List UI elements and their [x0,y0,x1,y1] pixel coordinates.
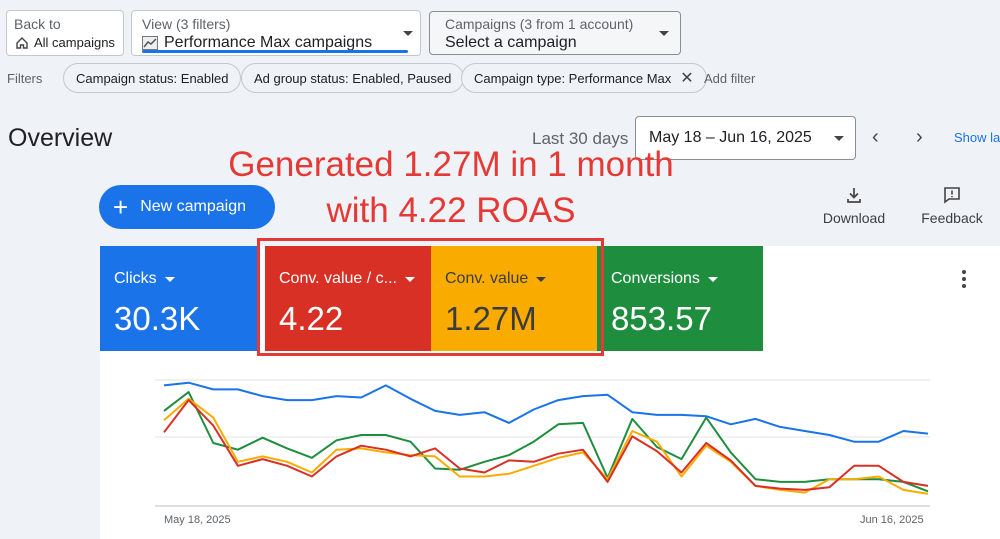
filters-label: Filters [7,71,43,86]
filter-chip-campaign-status[interactable]: Campaign status: Enabled [63,63,242,93]
campaign-selector[interactable]: Campaigns (3 from 1 account) Select a ca… [429,11,681,55]
performance-line-chart [155,379,930,507]
chevron-down-icon [834,136,844,141]
metric-label: Conv. value [445,270,529,287]
plus-icon: + [113,192,129,222]
download-button[interactable]: Download [822,186,886,226]
filter-chip-ad-group-status[interactable]: Ad group status: Enabled, Paused [241,63,465,93]
download-label: Download [822,210,886,226]
annotation-text: Generated 1.27M in 1 month with 4.22 ROA… [196,142,706,234]
back-to-all-campaigns-button[interactable]: Back to All campaigns [6,10,124,56]
chevron-down-icon [707,276,718,282]
filter-chip-campaign-type[interactable]: Campaign type: Performance Max ✕ [461,63,707,93]
annotation-highlight-box [257,238,604,356]
close-icon[interactable]: ✕ [680,70,694,87]
select-campaign-label: Select a campaign [445,34,577,51]
filter-chip-label: Campaign status: Enabled [76,70,229,86]
add-filter-button[interactable]: Add filter [704,71,756,86]
home-icon [16,36,28,49]
metric-label: Conv. value / c... [279,270,397,287]
chevron-down-icon [404,276,415,282]
metric-card-clicks[interactable]: Clicks 30.3K [100,246,260,351]
more-options-icon[interactable] [962,270,966,291]
metric-value: 30.3K [114,300,201,337]
campaigns-count-label: Campaigns (3 from 1 account) [445,16,634,32]
filter-chip-label: Ad group status: Enabled, Paused [254,70,452,86]
view-underline [142,50,408,53]
feedback-label: Feedback [921,210,983,226]
trend-icon [142,36,158,50]
campaign-dropdown-icon [659,31,669,36]
metric-card-conv-value[interactable]: Conv. value 1.27M [431,246,597,351]
series-line-conversions [163,391,929,493]
metric-label: Conversions [611,270,700,287]
view-dropdown-icon [403,31,413,36]
date-range-label: Last 30 days [532,129,629,148]
all-campaigns-label: All campaigns [34,35,115,50]
chevron-right-icon[interactable]: › [916,126,923,148]
date-range-value: May 18 – Jun 16, 2025 [649,129,812,146]
show-link[interactable]: Show la [954,130,1000,145]
feedback-button[interactable]: Feedback [918,186,986,226]
annotation-line-1: Generated 1.27M in 1 month [228,145,674,184]
page-title: Overview [8,124,113,152]
chevron-down-icon [164,276,175,282]
x-tick-label-end: Jun 16, 2025 [860,514,924,526]
view-selector[interactable]: View (3 filters) Performance Max campaig… [131,10,421,56]
series-line-clicks [163,381,929,443]
series-line-conv-value-c [163,399,929,491]
chevron-left-icon[interactable]: ‹ [872,126,879,148]
new-campaign-button[interactable]: + New campaign [99,185,275,229]
metric-card-conversions[interactable]: Conversions 853.57 [597,246,763,351]
metric-label: Clicks [114,270,157,287]
new-campaign-label: New campaign [140,198,247,215]
feedback-icon [944,187,960,204]
annotation-line-2: with 4.22 ROAS [326,191,576,230]
series-line-conv-value [163,397,929,495]
back-to-label: Back to [14,16,61,32]
date-range-picker[interactable]: May 18 – Jun 16, 2025 [635,116,856,160]
download-icon [847,188,861,203]
metric-card-conv-value-per-cost[interactable]: Conv. value / c... 4.22 [265,246,431,351]
view-filters-label: View (3 filters) [142,16,231,32]
view-name: Performance Max campaigns [164,34,373,51]
chevron-down-icon [536,276,547,282]
metric-value: 4.22 [279,300,344,337]
metric-value: 1.27M [445,300,537,337]
metric-value: 853.57 [611,300,712,337]
filter-chip-label: Campaign type: Performance Max [474,70,672,86]
x-tick-label-start: May 18, 2025 [164,514,231,526]
